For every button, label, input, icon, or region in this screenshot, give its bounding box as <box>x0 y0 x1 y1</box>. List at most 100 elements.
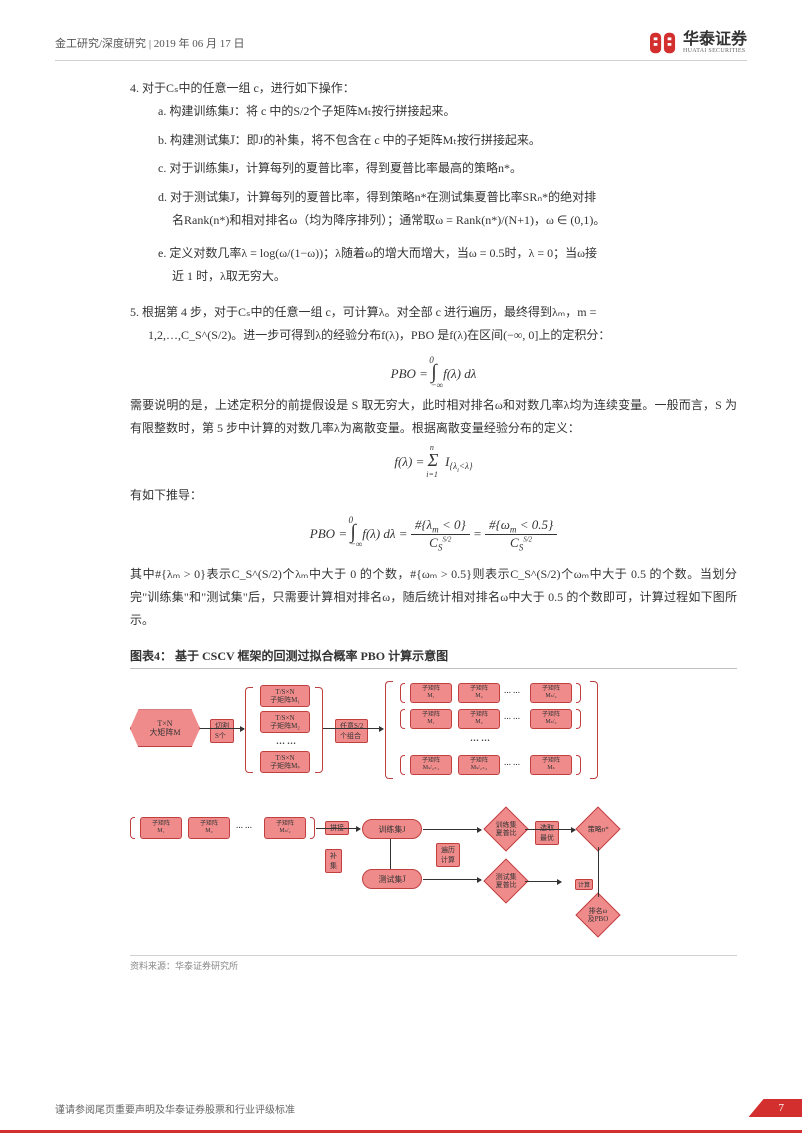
tag-compute: 计算 <box>575 879 593 890</box>
sub-d-text-1: 对于测试集J̄，计算每列的夏普比率，得到策略n*在测试集夏普比率SRₙ*的绝对排 <box>170 190 596 204</box>
sub-e: e. 定义对数几率λ = log(ω/(1−ω))；λ随着ω的增大而增大，当ω … <box>158 242 737 288</box>
tag-calc: 遍历 计算 <box>436 843 460 867</box>
header-category: 金工研究/深度研究 | 2019 年 06 月 17 日 <box>55 35 245 51</box>
node-rank: 排名ω 及PBO <box>575 893 620 938</box>
node-g2-2: 子矩阵 M₂ <box>458 709 500 729</box>
footer-disclaimer: 谨请参阅尾页重要声明及华泰证券股票和行业评级标准 <box>55 1101 295 1116</box>
arrow-4 <box>423 829 481 830</box>
arrow-7 <box>525 881 561 882</box>
sub-a-text: 构建训练集J：将 c 中的S/2个子矩阵Mₜ按行拼接起来。 <box>169 104 455 118</box>
page-footer: 谨请参阅尾页重要声明及华泰证券股票和行业评级标准 7 <box>55 1099 802 1117</box>
vline-1 <box>390 839 391 869</box>
node-g2-1: 子矩阵 M₁ <box>410 709 452 729</box>
node-test: 测试集J̄ <box>362 869 422 889</box>
node-sub-m1: T/S×N 子矩阵M₁ <box>260 685 310 707</box>
category-text: 金工研究/深度研究 <box>55 38 146 50</box>
node-g1-3: 子矩阵 Mₛ/₂ <box>530 683 572 703</box>
sub-d-text-2: 名Rank(n*)和相对排名ω（均为降序排列）；通常取ω = Rank(n*)/… <box>158 213 605 227</box>
node-g3-2: 子矩阵 Mₛ/₂₊₂ <box>458 755 500 775</box>
tag-select: 选取 最优 <box>535 821 559 845</box>
item-4-sublist: a. 构建训练集J：将 c 中的S/2个子矩阵Mₜ按行拼接起来。 b. 构建测试… <box>130 100 737 288</box>
node-sub-ms: T/S×N 子矩阵Mₛ <box>260 751 310 773</box>
sub-e-text-1: 定义对数几率λ = log(ω/(1−ω))；λ随着ω的增大而增大，当ω = 0… <box>169 246 597 260</box>
arrow-5 <box>423 879 481 880</box>
node-r2-m1: 子矩阵 M₁ <box>140 817 182 839</box>
bracket-r2-r <box>310 817 315 839</box>
sub-b-label: b. <box>158 133 167 147</box>
node-train: 训练集J <box>362 819 422 839</box>
bracket-2c-l <box>400 755 405 775</box>
node-g2-3: 子矩阵 Mₛ/₂ <box>530 709 572 729</box>
node-g3-3: 子矩阵 Mₛ <box>530 755 572 775</box>
node-g3-1: 子矩阵 Mₛ/₂₊₁ <box>410 755 452 775</box>
paragraph-2-label: 有如下推导： <box>130 484 737 507</box>
node-big-matrix: T×N 大矩阵M <box>130 709 200 747</box>
logo-text-group: 华泰证券 HUATAI SECURITIES <box>683 32 747 54</box>
sub-b-text: 构建测试集J̄：即J的补集，将不包含在 c 中的子矩阵Mₜ按行拼接起来。 <box>170 133 541 147</box>
sub-c: c. 对于训练集J，计算每列的夏普比率，得到夏普比率最高的策略n*。 <box>158 157 737 180</box>
bracket-2-right <box>590 681 598 779</box>
sub-a-label: a. <box>158 104 166 118</box>
node-sub-m2: T/S×N 子矩阵M₂ <box>260 711 310 733</box>
node-test-sharpe: 测试集 夏普比 <box>483 859 528 904</box>
figure-4-title: 图表4： 基于 CSCV 框架的回测过拟合概率 PBO 计算示意图 <box>130 647 737 669</box>
node-strategy: 策略n* <box>575 807 620 852</box>
bracket-2-left <box>385 681 393 779</box>
sub-b: b. 构建测试集J̄：即J的补集，将不包含在 c 中的子矩阵Mₜ按行拼接起来。 <box>158 129 737 152</box>
sub-e-label: e. <box>158 246 166 260</box>
tag-split: 切割 S个 <box>210 719 234 743</box>
dots-1: …… <box>276 736 298 746</box>
huatai-logo-icon <box>649 30 677 56</box>
dots-g-mid: …… <box>470 733 492 743</box>
item-4: 4. 对于Cₛ中的任意一组 c，进行如下操作： a. 构建训练集J：将 c 中的… <box>130 77 737 287</box>
bracket-r2-l <box>130 817 135 839</box>
arrow-1 <box>200 728 244 729</box>
page-header: 金工研究/深度研究 | 2019 年 06 月 17 日 华泰证券 HUATAI… <box>55 30 747 61</box>
node-r2-ms2: 子矩阵 Mₛ/₂ <box>264 817 306 839</box>
item-5-num: 5. <box>130 305 139 319</box>
sub-a: a. 构建训练集J：将 c 中的S/2个子矩阵Mₜ按行拼接起来。 <box>158 100 737 123</box>
sub-d: d. 对于测试集J̄，计算每列的夏普比率，得到策略n*在测试集夏普比率SRₙ*的… <box>158 186 737 232</box>
item-5-text-2: 1,2,…,C_S^(S/2)。进一步可得到λ的经验分布f(λ)，PBO 是f(… <box>130 328 610 342</box>
formula-pbo-1: PBO = ∫−∞0 f(λ) dλ <box>130 361 737 384</box>
paragraph-3: 其中#{λₘ > 0}表示C_S^(S/2)个λₘ中大于 0 的个数，#{ωₘ … <box>130 563 737 631</box>
arrow-2 <box>323 728 383 729</box>
dots-r2: …… <box>236 822 254 830</box>
header-logo: 华泰证券 HUATAI SECURITIES <box>649 30 747 56</box>
vline-2 <box>598 847 599 897</box>
arrow-3 <box>316 828 360 829</box>
item-5: 5. 根据第 4 步，对于Cₛ中的任意一组 c，可计算λ。对全部 c 进行遍历，… <box>130 301 737 347</box>
figure-source: 资料来源：华泰证券研究所 <box>130 955 737 972</box>
bracket-2c-r <box>576 755 581 775</box>
dots-g2: …… <box>504 713 522 721</box>
sub-c-text: 对于训练集J，计算每列的夏普比率，得到夏普比率最高的策略n*。 <box>169 161 522 175</box>
bracket-2a-r <box>576 683 581 703</box>
dots-g3: …… <box>504 759 522 767</box>
sub-e-text-2: 近 1 时，λ取无穷大。 <box>158 269 286 283</box>
bracket-2a-l <box>400 683 405 703</box>
node-r2-m2: 子矩阵 M₂ <box>188 817 230 839</box>
formula-f-lambda: f(λ) = Σi=1n I{λi<λ} <box>130 450 737 474</box>
bracket-2b-l <box>400 709 405 729</box>
tag-group: 任意S/2 个组合 <box>335 719 368 743</box>
bracket-2b-r <box>576 709 581 729</box>
node-g1-2: 子矩阵 M₂ <box>458 683 500 703</box>
main-content: 4. 对于Cₛ中的任意一组 c，进行如下操作： a. 构建训练集J：将 c 中的… <box>55 77 747 972</box>
dots-g1: …… <box>504 687 522 695</box>
arrow-6 <box>525 829 575 830</box>
formula-pbo-2: PBO = ∫−∞0 f(λ) dλ = #{λm < 0} CSS/2 = #… <box>130 517 737 553</box>
paragraph-1: 需要说明的是，上述定积分的前提假设是 S 取无穷大，此时相对排名ω和对数几率λ均… <box>130 394 737 440</box>
page-number: 7 <box>749 1099 802 1117</box>
item-5-text-1: 根据第 4 步，对于Cₛ中的任意一组 c，可计算λ。对全部 c 进行遍历，最终得… <box>142 305 596 319</box>
company-name-en: HUATAI SECURITIES <box>683 48 747 54</box>
company-name-cn: 华泰证券 <box>683 32 747 48</box>
node-g1-1: 子矩阵 M₁ <box>410 683 452 703</box>
bracket-1-right <box>315 687 323 773</box>
sub-c-label: c. <box>158 161 166 175</box>
tag-complement: 补 集 <box>325 849 342 873</box>
item-4-num: 4. <box>130 81 139 95</box>
node-train-sharpe: 训练集 夏普比 <box>483 807 528 852</box>
sub-d-label: d. <box>158 190 167 204</box>
date-text: 2019 年 06 月 17 日 <box>154 38 245 50</box>
figure-4-diagram: T×N 大矩阵M 切割 S个 T/S×N 子矩阵M₁ T/S×N 子矩阵M₂ …… <box>130 679 737 949</box>
